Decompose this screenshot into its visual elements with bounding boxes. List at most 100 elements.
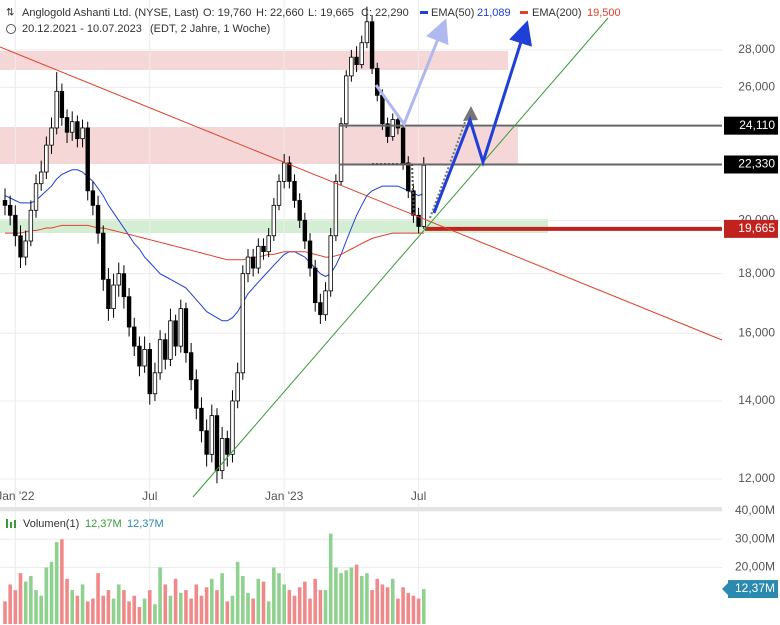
candle-body [38, 171, 44, 185]
volume-bar [153, 604, 157, 624]
candle-body [312, 267, 318, 304]
volume-bar [106, 590, 111, 624]
candle-body [75, 121, 80, 140]
x-tick-label: Jul [411, 489, 426, 503]
volume-marker-tip [722, 583, 728, 596]
candle-body [33, 183, 39, 211]
x-tick-label: Jan '23 [265, 489, 304, 503]
volume-bar [122, 590, 126, 624]
y-tick-label: 18,000 [738, 266, 775, 280]
date-range: 20.12.2021 - 10.07.2023 [22, 23, 142, 35]
volume-bar [365, 573, 369, 624]
candle-body [163, 339, 168, 360]
dotted-path [429, 113, 469, 219]
y-tick-label: 40,00M [735, 503, 775, 517]
volume-bar [18, 573, 23, 624]
volume-bar [334, 567, 338, 624]
candle-body [111, 284, 116, 310]
volume-bar [96, 573, 100, 624]
volume-bar [256, 578, 261, 624]
candle-body [245, 256, 251, 275]
candle-body [349, 56, 354, 77]
volume-bar [158, 567, 162, 624]
volume-bar [65, 578, 69, 624]
volume-bar [49, 561, 54, 624]
candle-body [95, 204, 101, 234]
volume-bar [194, 584, 199, 624]
candle-body [385, 123, 390, 137]
volume-bar [303, 581, 307, 624]
low: L: 19,665 [308, 7, 354, 19]
candle-body [266, 235, 271, 253]
ema-line [4, 169, 424, 322]
volume-icon [10, 522, 12, 528]
volume-bar [137, 607, 142, 624]
panel-separator [0, 507, 722, 511]
info: (EDT, 2 Jahre, 1 Woche) [150, 23, 270, 35]
arrow [374, 18, 449, 128]
candle-body [28, 209, 34, 242]
volume-icon [14, 520, 16, 528]
resistance-zone [0, 51, 508, 70]
candle-body [338, 123, 344, 182]
candle-body [400, 127, 406, 164]
candle-body [235, 372, 240, 402]
volume-bar [127, 601, 131, 624]
volume-bar [3, 601, 7, 624]
candle-body [44, 144, 49, 173]
volume-bar [142, 598, 147, 624]
level-box [724, 155, 778, 174]
y-tick-label: 14,000 [738, 393, 775, 407]
y-tick-label: 12,000 [738, 471, 775, 485]
candle-body [18, 235, 23, 258]
volume-bar [132, 595, 137, 624]
candle-body [49, 127, 54, 146]
level-box [724, 116, 778, 135]
candle-body [7, 204, 13, 216]
candle-body [178, 308, 183, 347]
volume-bar [401, 587, 405, 624]
trendline [0, 46, 723, 341]
volume-bar [13, 590, 18, 624]
candle-body [375, 67, 380, 96]
volume-bar [411, 595, 416, 624]
trendline [192, 17, 609, 498]
volume-bar [85, 601, 90, 624]
volume-bar [380, 584, 385, 624]
candle-body [256, 245, 261, 269]
volume-bar [261, 581, 266, 624]
candle-body [395, 119, 401, 129]
candle-body [188, 352, 194, 381]
volume-bar [29, 575, 33, 624]
volume-bar [313, 578, 317, 624]
candle-body [359, 42, 364, 65]
volume-bar [215, 590, 219, 624]
volume-bar [246, 592, 250, 624]
arrow [432, 20, 533, 214]
volume-bar [220, 573, 224, 624]
volume-bar [266, 601, 271, 624]
volume-bar [23, 581, 28, 624]
candle-body [261, 245, 266, 253]
volume-bar [277, 573, 281, 624]
candle-body [121, 273, 127, 298]
volume-bar [349, 567, 354, 624]
volume-bar [178, 592, 183, 624]
legend-value: 19,500 [587, 7, 621, 19]
volume-marker-box [728, 580, 778, 599]
candle-body [80, 127, 85, 140]
candle-body [90, 190, 96, 206]
volume-bar [251, 598, 255, 624]
candle-body [281, 162, 287, 182]
candle-body [364, 21, 370, 44]
volume-bar [199, 595, 204, 624]
candle-body [344, 75, 349, 125]
candle-body [333, 180, 339, 237]
candle-body [64, 117, 70, 133]
candle-body [416, 214, 421, 227]
candle-body [106, 278, 111, 310]
candle-body [70, 121, 75, 133]
volume-bar [210, 578, 214, 624]
y-tick-label: 30,00M [735, 531, 775, 545]
legend-swatch [420, 11, 428, 14]
